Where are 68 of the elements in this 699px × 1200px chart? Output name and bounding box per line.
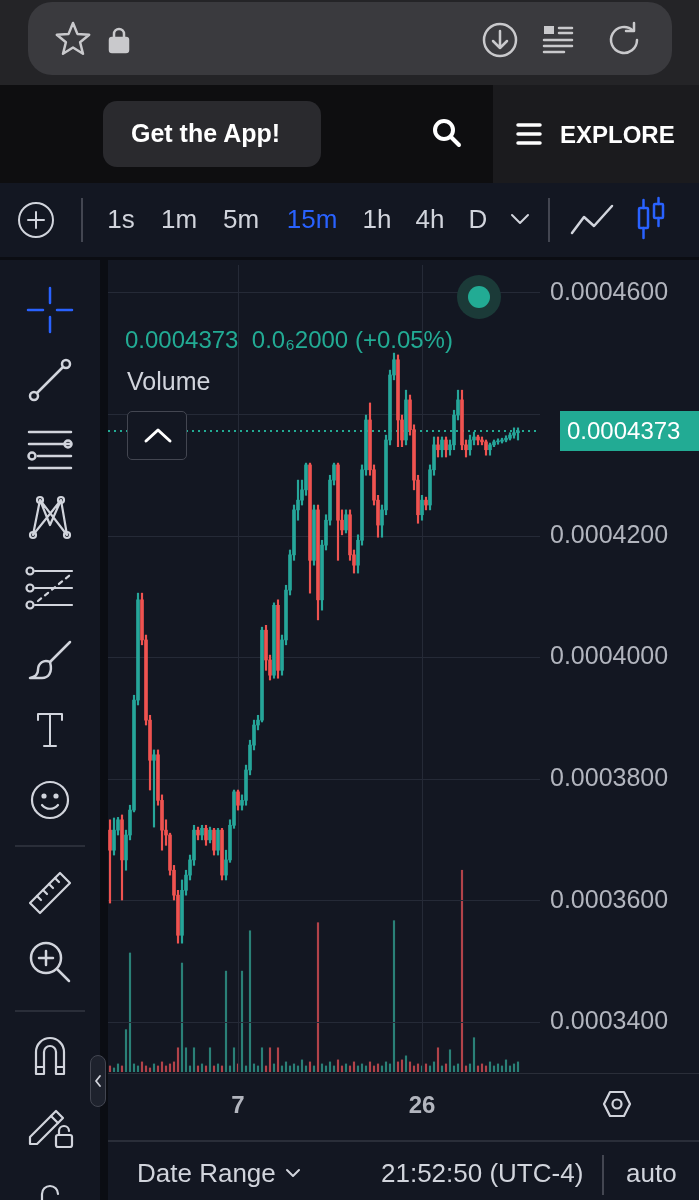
candlestick: [484, 439, 488, 456]
candlestick: [488, 442, 492, 456]
bar: [260, 1047, 264, 1072]
bar: [316, 922, 320, 1072]
candlestick: [112, 817, 116, 856]
candlestick: [204, 824, 208, 846]
bar: [392, 920, 396, 1072]
text: EXPLORE: [560, 120, 675, 149]
candlestick: [120, 814, 124, 901]
bar: [448, 1049, 452, 1072]
bar: [184, 1047, 188, 1072]
bar: [208, 1047, 212, 1072]
bar: [176, 1047, 180, 1072]
candlestick: [444, 436, 448, 458]
x-tick-label: 26: [408, 1091, 436, 1119]
candlestick: [336, 462, 340, 561]
text: Date Range: [137, 1158, 276, 1189]
candlestick: [440, 436, 444, 458]
y-tick-label: 0.0004200: [550, 519, 669, 548]
candlestick: [420, 494, 424, 521]
bar: [224, 970, 228, 1072]
candlestick: [396, 354, 400, 448]
candlestick: [196, 826, 200, 841]
bar: [240, 970, 244, 1072]
bar: [460, 869, 464, 1072]
candlestick: [216, 827, 220, 856]
candlestick: [500, 437, 504, 444]
candlestick: [200, 824, 204, 841]
candlestick: [436, 436, 440, 458]
text: Get the App!: [131, 118, 281, 148]
bar: [436, 1047, 440, 1072]
x-tick-label: 7: [231, 1091, 245, 1119]
candlestick: [152, 749, 156, 828]
y-tick-label: 0.0003800: [550, 762, 669, 791]
candlestick: [108, 819, 112, 904]
candlestick: [424, 496, 428, 511]
text: 1s: [107, 204, 135, 235]
bar: [268, 1047, 272, 1072]
y-tick-label: 0.0003400: [550, 1006, 669, 1035]
candlestick: [236, 789, 240, 811]
y-tick-label: 0.0003600: [550, 884, 669, 913]
candlestick: [316, 504, 320, 621]
text: D: [468, 204, 488, 235]
bar: [472, 1037, 476, 1072]
bar: [180, 962, 184, 1072]
text: 21:52:50 (UTC-4): [381, 1158, 584, 1189]
text: auto: [626, 1158, 677, 1189]
text: 1h: [362, 204, 392, 235]
y-tick-label: 0.0004000: [550, 641, 669, 670]
ref-line-label: 0.0004373: [567, 416, 681, 444]
text: 0.0004373 0.0₆2000 (+0.05%): [125, 325, 453, 354]
text: 1m: [160, 204, 198, 235]
text: 15m: [286, 204, 338, 235]
candlestick: [344, 509, 348, 534]
candlestick: [468, 434, 472, 456]
candlestick: [212, 827, 216, 856]
bar: [192, 1047, 196, 1072]
bar: [248, 930, 252, 1072]
text: 4h: [415, 204, 445, 235]
bar: [276, 1047, 280, 1072]
candlestick: [208, 826, 212, 844]
bar: [232, 1047, 236, 1072]
candlestick: [308, 462, 312, 594]
chart-title: Volume: [127, 366, 211, 396]
y-tick-label: 0.0004600: [550, 276, 669, 305]
text: 5m: [222, 204, 260, 235]
bar: [124, 1029, 128, 1072]
bar: [128, 952, 132, 1072]
